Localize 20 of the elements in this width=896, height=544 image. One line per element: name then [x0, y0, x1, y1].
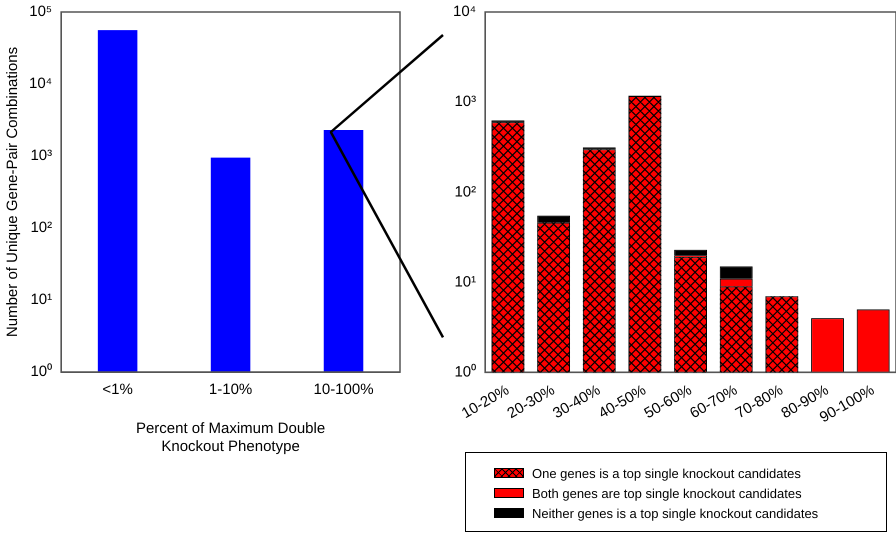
y-tick-label: 10⁴ [452, 3, 476, 20]
y-tick-label: 10² [30, 219, 52, 236]
legend-label: Neither genes is a top single knockout candidates [532, 506, 818, 520]
x-tick-label: <1% [102, 381, 133, 398]
y-tick-label: 10¹ [454, 273, 476, 290]
x-axis-title: Percent of Maximum Double Knockout Phenotype [136, 420, 326, 456]
x-tick-label: 1-10% [208, 381, 252, 398]
x-tick-label: 10-100% [314, 381, 374, 398]
bar [674, 250, 707, 256]
legend-label: Both genes are top single knockout candidates [532, 486, 802, 500]
y-axis-title: Number of Unique Gene-Pair Combinations [4, 46, 22, 338]
y-tick-label: 10² [454, 183, 476, 200]
y-tick-label: 10⁴ [28, 75, 52, 92]
y-tick-label: 10⁰ [454, 364, 476, 381]
y-tick-label: 10³ [454, 93, 476, 110]
y-tick-label: 10⁵ [29, 3, 52, 20]
y-tick-label: 10⁰ [30, 363, 52, 380]
legend-label: One genes is a top single knockout candidates [532, 466, 801, 480]
y-tick-label: 10³ [30, 147, 52, 164]
y-tick-label: 10¹ [30, 291, 52, 308]
